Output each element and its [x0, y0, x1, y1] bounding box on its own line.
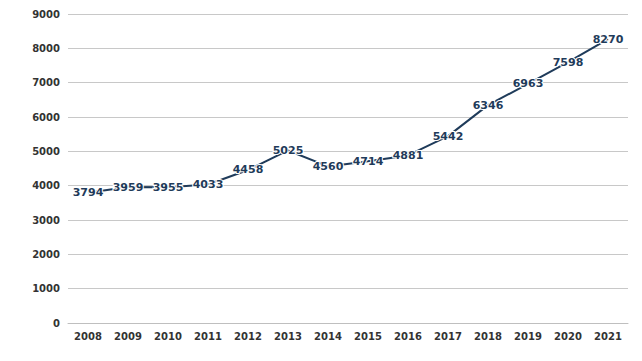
svg-text:7598: 7598 — [553, 56, 584, 69]
svg-text:2008: 2008 — [74, 331, 102, 342]
svg-text:2020: 2020 — [554, 331, 582, 342]
svg-text:2018: 2018 — [474, 331, 502, 342]
svg-text:4881: 4881 — [393, 149, 424, 162]
svg-text:5025: 5025 — [273, 144, 304, 157]
svg-text:4000: 4000 — [32, 180, 60, 191]
svg-text:5442: 5442 — [433, 130, 464, 143]
svg-text:4560: 4560 — [313, 160, 344, 173]
svg-text:6963: 6963 — [513, 77, 544, 90]
svg-text:1000: 1000 — [32, 283, 60, 294]
svg-text:2000: 2000 — [32, 249, 60, 260]
svg-text:4458: 4458 — [233, 163, 264, 176]
svg-text:2010: 2010 — [154, 331, 182, 342]
svg-text:2019: 2019 — [514, 331, 542, 342]
svg-text:2012: 2012 — [234, 331, 262, 342]
svg-text:2017: 2017 — [434, 331, 462, 342]
svg-text:2015: 2015 — [354, 331, 382, 342]
svg-text:3794: 3794 — [73, 186, 104, 199]
svg-text:4033: 4033 — [193, 178, 224, 191]
svg-text:9000: 9000 — [32, 9, 60, 20]
svg-text:2013: 2013 — [274, 331, 302, 342]
svg-text:2016: 2016 — [394, 331, 422, 342]
svg-text:2009: 2009 — [114, 331, 142, 342]
svg-text:0: 0 — [53, 318, 60, 329]
svg-text:8270: 8270 — [593, 33, 624, 46]
svg-text:3959: 3959 — [113, 181, 144, 194]
svg-text:7000: 7000 — [32, 77, 60, 88]
svg-text:8000: 8000 — [32, 43, 60, 54]
svg-text:4714: 4714 — [353, 155, 384, 168]
svg-text:6346: 6346 — [473, 99, 504, 112]
svg-text:6000: 6000 — [32, 112, 60, 123]
svg-text:2014: 2014 — [314, 331, 342, 342]
svg-text:3000: 3000 — [32, 215, 60, 226]
svg-text:3955: 3955 — [153, 181, 184, 194]
svg-text:2011: 2011 — [194, 331, 222, 342]
svg-text:2021: 2021 — [594, 331, 622, 342]
svg-text:5000: 5000 — [32, 146, 60, 157]
